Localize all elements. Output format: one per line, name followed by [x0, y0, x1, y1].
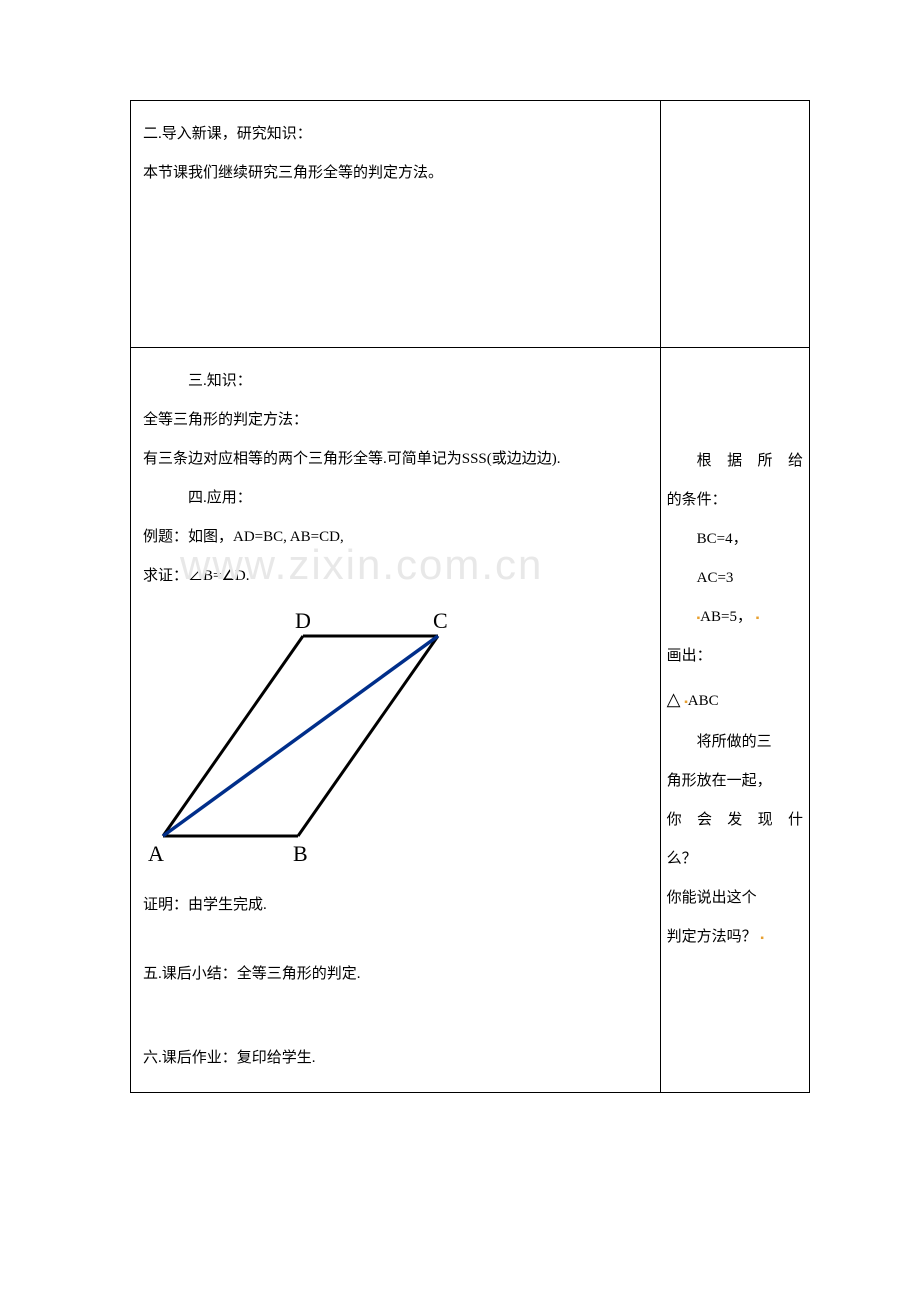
sidebar-q1c: 你会发现什 [667, 801, 803, 840]
sidebar-draw: 画出： [667, 637, 803, 676]
example-line2: 求证：∠B=∠D. [143, 557, 652, 596]
section-intro-right-cell [660, 101, 809, 348]
sidebar-triangle: △ ▪ABC [667, 676, 803, 723]
sidebar-q1a: 将所做的三 [667, 723, 803, 762]
sidebar-cell: 根据所给 的条件： BC=4， AC=3 ▪AB=5， ▪ 画出： △ ▪ABC… [660, 348, 809, 1093]
triangle-icon: △ [667, 689, 681, 709]
sidebar-bc: BC=4， [667, 520, 803, 559]
sidebar-q2a: 你能说出这个 [667, 879, 803, 918]
label-a: A [148, 841, 164, 866]
sidebar-line1: 根据所给 [667, 442, 803, 481]
section2-title: 二.导入新课，研究知识： [143, 115, 652, 154]
knowledge-line1: 全等三角形的判定方法： [143, 401, 652, 440]
parallelogram-figure: A B C D [143, 606, 453, 876]
sidebar-q1b: 角形放在一起， [667, 762, 803, 801]
sidebar-q2b: 判定方法吗？ ▪ [667, 918, 803, 957]
proof-note: 证明：由学生完成. [143, 886, 652, 925]
section-knowledge-cell: 三.知识： 全等三角形的判定方法： 有三条边对应相等的两个三角形全等.可简单记为… [131, 348, 661, 1093]
heading-4: 四.应用： [143, 479, 652, 518]
label-c: C [433, 608, 448, 633]
example-line1: 例题：如图，AD=BC, AB=CD, [143, 518, 652, 557]
section-intro-cell: 二.导入新课，研究知识： 本节课我们继续研究三角形全等的判定方法。 [131, 101, 661, 348]
orange-dot-icon: ▪ [756, 613, 760, 624]
sidebar-ab: ▪AB=5， ▪ [667, 598, 803, 637]
orange-dot-icon: ▪ [760, 933, 764, 944]
sidebar-line2: 的条件： [667, 481, 803, 520]
sidebar-q1d: 么？ [667, 840, 803, 879]
diagonal-ac [163, 636, 438, 836]
heading-6: 六.课后作业：复印给学生. [143, 1039, 652, 1078]
heading-5: 五.课后小结：全等三角形的判定. [143, 955, 652, 994]
sidebar-ac: AC=3 [667, 559, 803, 598]
line-bc [298, 636, 438, 836]
lesson-table: 二.导入新课，研究知识： 本节课我们继续研究三角形全等的判定方法。 三.知识： … [130, 100, 810, 1093]
label-d: D [295, 608, 311, 633]
heading-3: 三.知识： [143, 362, 652, 401]
section2-text: 本节课我们继续研究三角形全等的判定方法。 [143, 154, 652, 193]
line-da [163, 636, 303, 836]
knowledge-line2: 有三条边对应相等的两个三角形全等.可简单记为SSS(或边边边). [143, 440, 652, 479]
label-b: B [293, 841, 308, 866]
